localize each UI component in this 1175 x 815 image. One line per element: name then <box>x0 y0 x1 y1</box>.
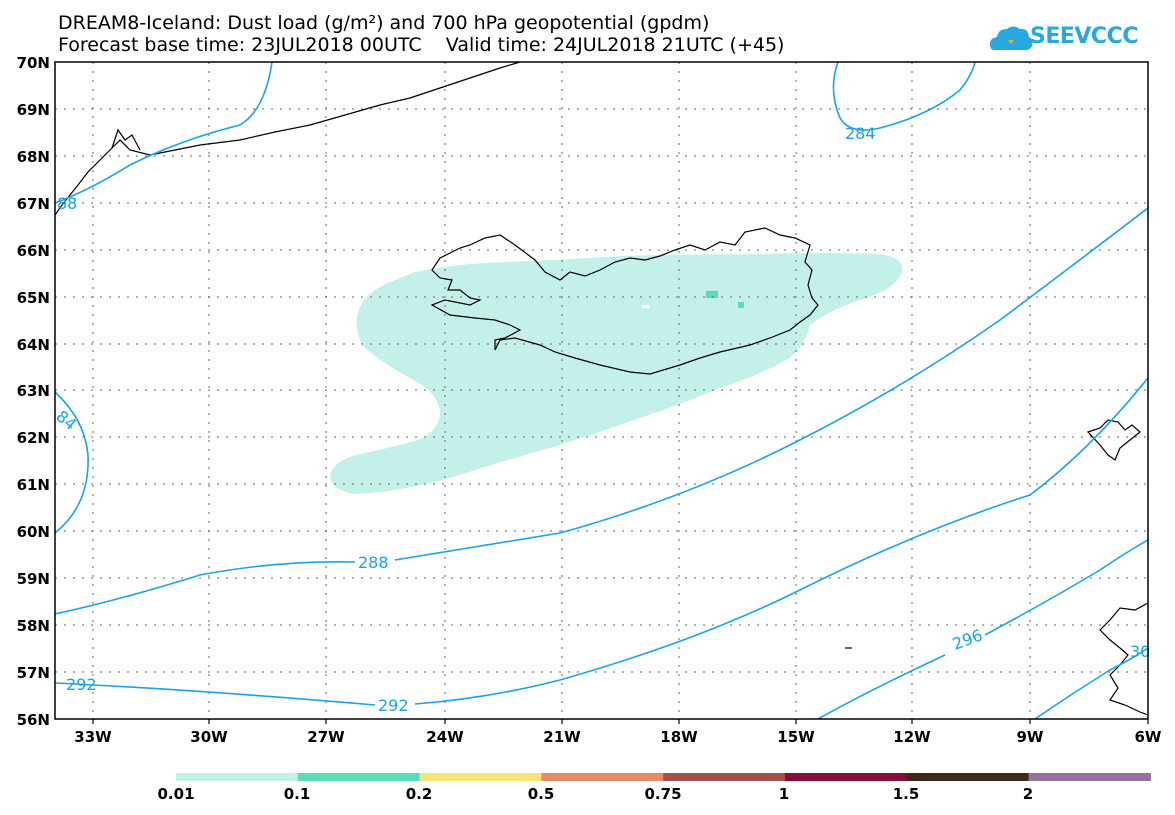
colorbar-label: 0.01 <box>157 785 195 803</box>
dust-area-low <box>330 253 903 494</box>
greenland-coast <box>55 62 521 216</box>
contour-292 <box>55 377 1148 706</box>
lon-label: 6W <box>1135 728 1162 746</box>
lon-label: 24W <box>426 728 464 746</box>
colorbar-swatch <box>541 773 664 781</box>
contour-288 <box>55 207 1148 615</box>
lat-label: 66N <box>17 242 50 260</box>
colorbar-label: 1 <box>778 785 790 803</box>
contour-288-topleft <box>55 62 273 204</box>
lat-label: 68N <box>17 148 50 166</box>
grid-lines <box>55 62 1148 719</box>
contour-label-292-left: 292 <box>66 675 97 694</box>
contour-284-left <box>55 391 89 534</box>
coastlines <box>55 62 1148 716</box>
lat-label: 61N <box>17 476 50 494</box>
dust-area-mid <box>738 302 744 308</box>
colorbar-swatch <box>785 773 908 781</box>
map-frame <box>54 61 1149 720</box>
colorbar-label: 1.5 <box>892 785 920 803</box>
colorbar-swatch <box>176 773 299 781</box>
lat-label: 56N <box>17 711 50 729</box>
colorbar <box>176 773 1151 781</box>
colorbar-swatch <box>663 773 786 781</box>
colorbar-label: 0.2 <box>405 785 433 803</box>
contour-label-288: 288 <box>358 553 389 572</box>
iceland-coast <box>430 227 819 375</box>
lon-label: 15W <box>777 728 815 746</box>
lat-label: 59N <box>17 570 50 588</box>
colorbar-swatch <box>419 773 542 781</box>
contour-label-296: 296 <box>950 625 985 653</box>
logo-text: SEEVCCC <box>1030 24 1138 49</box>
colorbar-swatch <box>297 773 421 781</box>
lat-label: 64N <box>17 336 50 354</box>
contour-label-84: 84 <box>52 407 80 435</box>
lon-label: 9W <box>1017 728 1044 746</box>
lat-label: 67N <box>17 195 50 213</box>
dust-area-mid <box>706 291 718 298</box>
contour-300 <box>1034 647 1148 719</box>
axis-ticks <box>92 719 1149 724</box>
colorbar-label: 2 <box>1022 785 1034 803</box>
lon-label: 21W <box>543 728 581 746</box>
colorbar-swatch <box>906 773 1030 781</box>
lat-label: 58N <box>17 617 50 635</box>
lon-label: 30W <box>190 728 228 746</box>
faroe-coast <box>1086 419 1141 461</box>
lat-label: 57N <box>17 664 50 682</box>
map-title-line2: Forecast base time: 23JUL2018 00UTC Vali… <box>58 34 785 56</box>
colorbar-label: 0.75 <box>644 785 682 803</box>
seevccc-logo-icon <box>990 26 1033 50</box>
lon-label: 33W <box>74 728 112 746</box>
lat-label: 63N <box>17 382 50 400</box>
contour-label-292: 292 <box>378 696 409 715</box>
lat-label: 70N <box>17 54 50 72</box>
map-title-line1: DREAM8-Iceland: Dust load (g/m²) and 700… <box>58 12 710 34</box>
geopotential-contours <box>55 62 1148 719</box>
scotland-coast <box>1099 602 1148 716</box>
longitude-labels: 33W 30W 27W 24W 21W 18W 15W 12W 9W 6W <box>74 728 1162 746</box>
lat-label: 69N <box>17 101 50 119</box>
dust-shading <box>330 253 903 494</box>
colorbar-swatch <box>1028 773 1151 781</box>
contour-296 <box>817 539 1148 719</box>
lon-label: 18W <box>660 728 698 746</box>
contour-label-284: 284 <box>845 124 876 143</box>
contour-label-88: 88 <box>57 194 77 213</box>
contour-284-topright <box>832 62 976 131</box>
lat-label: 62N <box>17 429 50 447</box>
colorbar-label: 0.5 <box>527 785 555 803</box>
lat-label: 65N <box>17 289 50 307</box>
contour-label-30: 30 <box>1130 642 1150 661</box>
colorbar-label: 0.1 <box>283 785 311 803</box>
lon-label: 12W <box>893 728 931 746</box>
lat-label: 60N <box>17 523 50 541</box>
lon-label: 27W <box>307 728 345 746</box>
latitude-labels: 70N 69N 68N 67N 66N 65N 64N 63N 62N 61N … <box>17 54 50 729</box>
